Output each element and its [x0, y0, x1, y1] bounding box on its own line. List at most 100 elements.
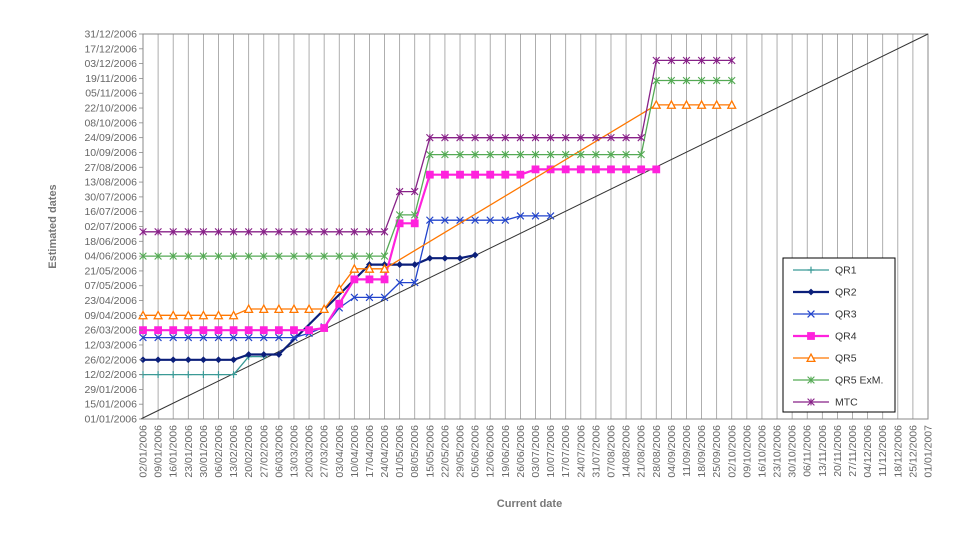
data-point: [273, 303, 284, 314]
data-point: [441, 216, 449, 224]
data-point: [275, 227, 283, 236]
data-point: [199, 227, 208, 236]
data-point: [546, 133, 555, 142]
data-point: [516, 133, 525, 142]
data-point: [471, 251, 479, 259]
data-point: [153, 310, 164, 320]
data-point: [807, 266, 815, 274]
data-point: [807, 310, 815, 318]
x-tick-label: 03/07/2006: [530, 425, 542, 478]
x-tick-label: 06/02/2006: [213, 425, 225, 478]
data-point: [426, 254, 434, 262]
data-point: [214, 333, 223, 342]
data-point: [214, 252, 223, 260]
data-point: [139, 333, 147, 342]
data-point: [410, 211, 419, 219]
data-point: [576, 133, 585, 142]
data-point: [426, 216, 434, 224]
data-point: [576, 150, 585, 159]
y-tick-label: 09/04/2006: [84, 310, 137, 322]
data-point: [365, 293, 374, 302]
data-point: [229, 333, 238, 342]
x-tick-label: 22/05/2006: [439, 425, 451, 478]
data-point: [622, 165, 630, 174]
x-tick-label: 17/07/2006: [560, 425, 572, 478]
legend: QR1 QR2 QR3 QR4 QR5 QR5 ExM. MTC: [782, 257, 896, 413]
x-tick-label: 17/04/2006: [364, 425, 376, 478]
x-tick-label: 01/05/2006: [394, 425, 406, 478]
data-point: [335, 299, 344, 308]
data-point: [199, 356, 207, 364]
data-point: [230, 371, 237, 378]
x-tick-label: 21/08/2006: [636, 425, 648, 478]
y-tick-label: 26/03/2006: [84, 325, 137, 337]
data-point: [154, 252, 162, 260]
y-tick-labels: 01/01/2006 15/01/2006 29/01/2006 12/02/2006…: [84, 29, 143, 426]
y-tick-label: 10/09/2006: [84, 147, 137, 159]
data-point: [169, 333, 178, 342]
x-tick-labels: 02/01/2006 09/01/2006 16/01/2006 23/01/2006…: [138, 425, 935, 478]
data-point: [807, 332, 815, 340]
y-tick-label: 13/08/2006: [84, 177, 137, 189]
data-point: [456, 170, 464, 179]
data-point: [637, 165, 646, 174]
data-point: [456, 254, 464, 262]
y-tick-label: 16/07/2006: [84, 206, 137, 218]
data-point: [154, 227, 162, 236]
y-tick-label: 23/04/2006: [84, 295, 137, 307]
series-qr2: [139, 251, 479, 364]
x-tick-label: 14/08/2006: [621, 425, 633, 478]
data-point: [154, 356, 162, 364]
y-tick-label: 31/12/2006: [84, 29, 137, 41]
data-point: [426, 133, 434, 142]
x-tick-label: 15/05/2006: [424, 425, 436, 478]
data-point: [335, 227, 344, 236]
x-tick-label: 13/11/2006: [817, 425, 829, 477]
x-tick-label: 11/09/2006: [681, 425, 693, 477]
data-point: [290, 333, 298, 342]
data-point: [229, 326, 238, 335]
data-point: [199, 252, 208, 260]
data-point: [214, 326, 223, 335]
data-point: [395, 187, 404, 196]
y-tick-label: 03/12/2006: [84, 58, 137, 70]
data-point: [380, 227, 389, 236]
y-tick-label: 29/01/2006: [84, 384, 137, 396]
data-point: [395, 278, 404, 287]
data-point: [230, 356, 237, 364]
data-point: [531, 150, 540, 159]
x-axis-title: Current date: [497, 498, 562, 510]
series-line: [143, 215, 551, 339]
x-tick-label: 16/01/2006: [168, 425, 180, 478]
data-point: [807, 288, 815, 296]
data-point: [350, 252, 359, 260]
x-tick-label: 23/01/2006: [183, 425, 195, 478]
data-point: [380, 275, 389, 284]
data-point: [697, 76, 706, 85]
data-point: [260, 351, 268, 358]
data-point: [168, 310, 179, 320]
data-point: [169, 252, 177, 260]
x-tick-label: 13/02/2006: [228, 425, 240, 478]
x-tick-label: 27/02/2006: [258, 425, 270, 478]
data-point: [486, 150, 495, 159]
legend-label: QR5: [835, 353, 857, 365]
data-point: [501, 133, 510, 142]
data-point: [274, 326, 283, 335]
data-point: [259, 252, 268, 260]
data-point: [516, 212, 525, 220]
data-point: [576, 165, 585, 174]
x-tick-label: 18/09/2006: [696, 425, 708, 478]
x-tick-label: 12/06/2006: [485, 425, 497, 478]
data-point: [592, 133, 600, 142]
y-tick-label: 17/12/2006: [84, 43, 137, 55]
data-point: [198, 310, 209, 320]
x-tick-label: 29/05/2006: [455, 425, 467, 478]
y-tick-label: 12/03/2006: [84, 339, 137, 351]
data-point: [243, 303, 254, 314]
data-point: [607, 165, 615, 174]
x-tick-label: 09/10/2006: [741, 425, 753, 478]
data-point: [666, 99, 677, 109]
data-point: [561, 133, 570, 142]
data-point: [364, 263, 375, 273]
